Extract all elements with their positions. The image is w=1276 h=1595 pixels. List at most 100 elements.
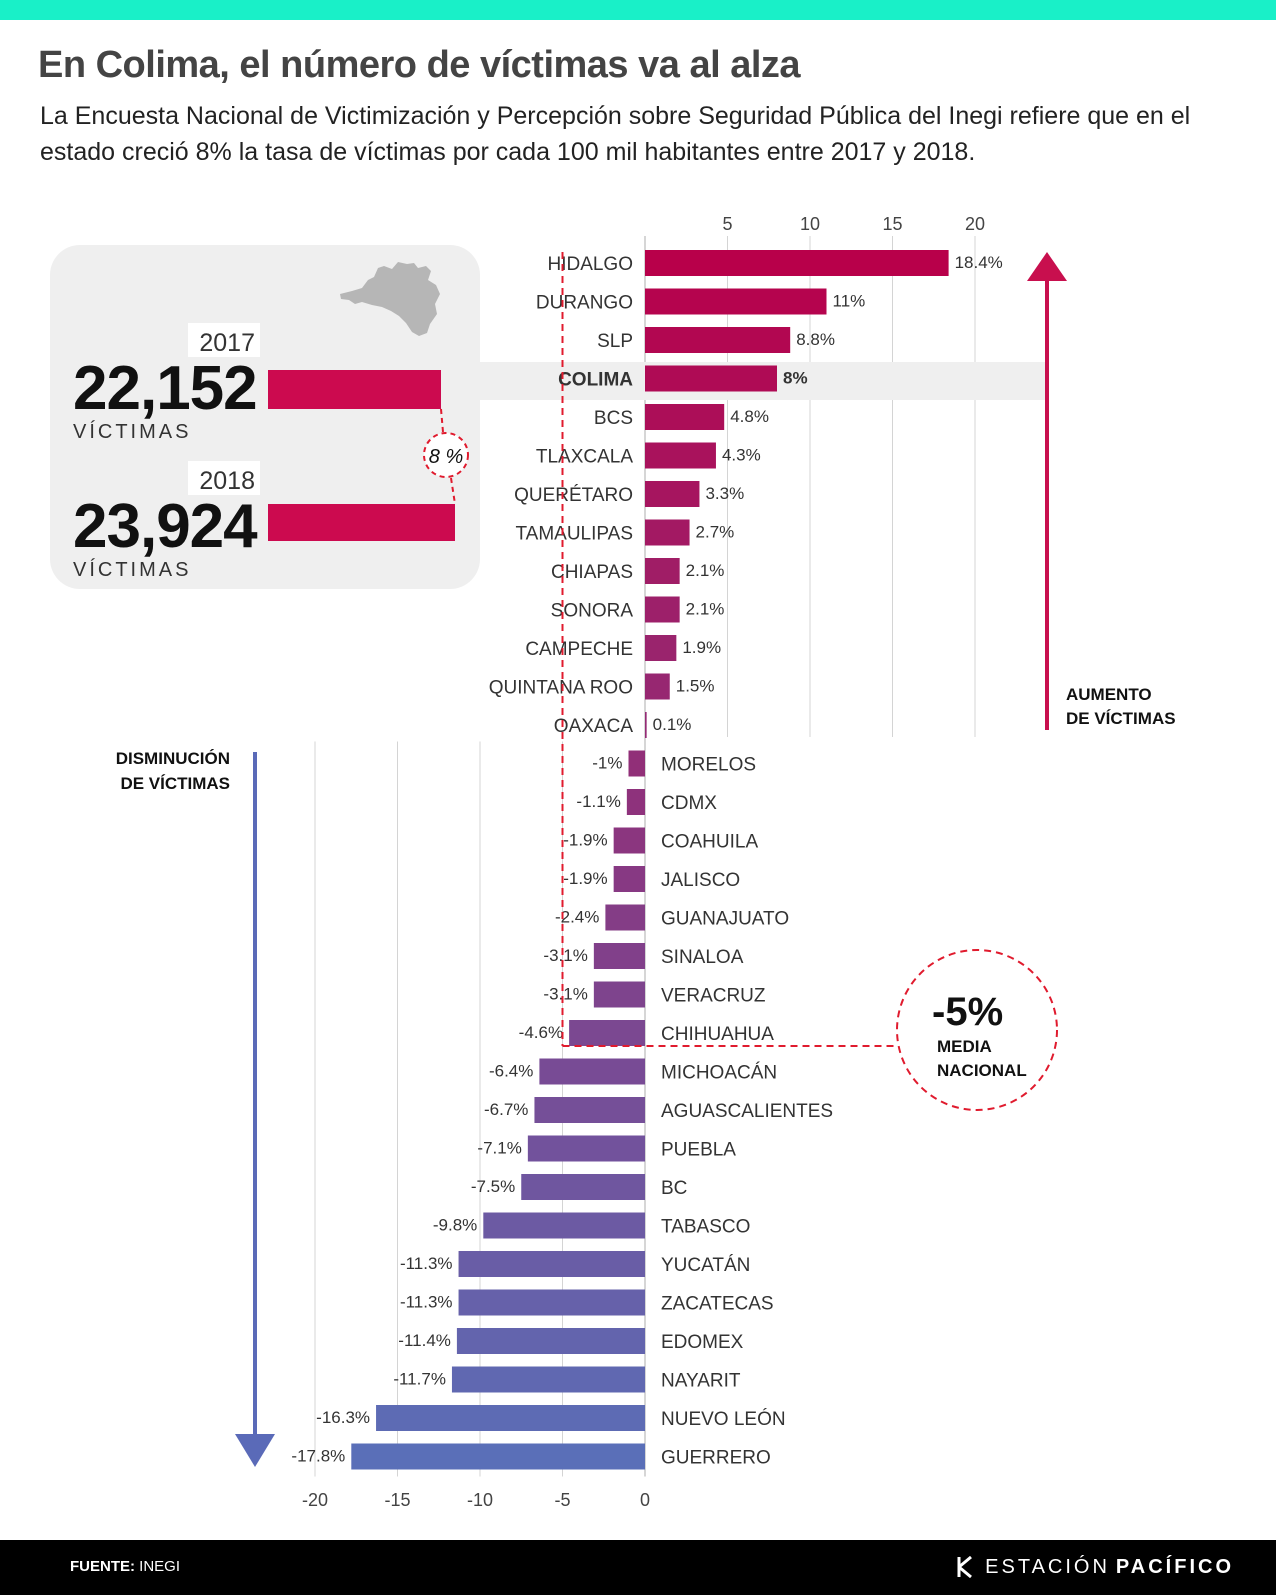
reference-text-line2: NACIONAL	[937, 1061, 1027, 1080]
category-label: AGUASCALIENTES	[661, 1101, 833, 1122]
category-label: TAMAULIPAS	[515, 524, 633, 545]
category-label: CDMX	[661, 793, 717, 814]
top-accent-bar	[0, 0, 1276, 20]
category-label: TLAXCALA	[536, 447, 633, 468]
growth-connector-bottom	[450, 477, 456, 505]
bar	[645, 519, 690, 546]
chart-subtitle: La Encuesta Nacional de Victimización y …	[40, 102, 1191, 166]
brand-mark-icon	[957, 1556, 973, 1578]
top-axis: 5 10 15 20	[722, 214, 985, 234]
bar	[527, 1135, 645, 1162]
value-label: -17.8%	[291, 1447, 345, 1466]
brand-name-bold: PACÍFICO	[1115, 1555, 1234, 1578]
category-label: QUINTANA ROO	[489, 678, 633, 699]
value-label: -11.4%	[398, 1331, 451, 1350]
bar	[451, 1366, 645, 1393]
category-label: SLP	[597, 331, 633, 352]
bar	[645, 635, 677, 661]
bar	[483, 1212, 645, 1239]
value-label: 3.3%	[705, 484, 744, 503]
value-label: -3.1%	[543, 985, 587, 1004]
source-value: INEGI	[139, 1558, 181, 1575]
category-label: CHIAPAS	[551, 562, 633, 583]
category-label: YUCATÁN	[661, 1255, 750, 1276]
increase-arrow-head	[1027, 252, 1067, 281]
growth-label: 8 %	[429, 446, 463, 468]
value-label: -1.9%	[563, 869, 607, 888]
reference-circle	[896, 949, 1058, 1111]
year-2017-box	[188, 323, 260, 357]
bar-chart: 2017 22,152 VÍCTIMAS 2018 23,924 VÍCTIMA…	[50, 214, 1176, 1510]
category-label: MICHOACÁN	[661, 1063, 777, 1084]
chart-title: En Colima, el número de víctimas va al a…	[38, 44, 801, 86]
value-label: 4.8%	[730, 407, 769, 426]
bottom-tick-label: -20	[302, 1490, 328, 1510]
category-label: CHIHUAHUA	[661, 1024, 774, 1045]
category-label: SONORA	[551, 601, 634, 622]
bar	[593, 943, 645, 969]
bar-2017	[268, 370, 441, 409]
value-label: -11.7%	[393, 1370, 446, 1389]
value-label: -1.1%	[576, 792, 620, 811]
year-2017-label: 2017	[199, 329, 255, 357]
value-label: -11.3%	[400, 1254, 453, 1273]
value-label: 2.1%	[686, 600, 725, 619]
category-label: JALISCO	[661, 870, 740, 891]
bar	[645, 365, 777, 392]
bar	[539, 1058, 645, 1085]
top-tick-label: 10	[800, 214, 820, 234]
value-label: -1.9%	[563, 831, 607, 850]
bar	[626, 789, 645, 815]
card-background	[50, 245, 480, 589]
reference-text-line1: MEDIA	[937, 1037, 992, 1056]
bar	[645, 442, 716, 469]
national-average-reference: -5% MEDIA NACIONAL	[561, 252, 1058, 1111]
bar	[645, 596, 680, 623]
category-label: BCS	[594, 408, 633, 429]
bar	[613, 866, 645, 892]
category-label: COAHUILA	[661, 832, 758, 853]
decrease-label-line2: DE VÍCTIMAS	[120, 774, 230, 793]
bar	[456, 1328, 645, 1354]
year-2018-box	[188, 461, 260, 495]
value-2017: 22,152	[73, 354, 257, 423]
decrease-arrow-head	[235, 1434, 275, 1467]
bar	[458, 1289, 645, 1316]
bar	[645, 673, 670, 700]
value-label: -6.7%	[484, 1100, 528, 1119]
value-label: -7.1%	[477, 1139, 521, 1158]
bottom-tick-label: -15	[384, 1490, 410, 1510]
value-label: 2.1%	[686, 561, 725, 580]
source-label: FUENTE:	[70, 1558, 135, 1575]
category-label: DURANGO	[536, 293, 633, 314]
value-label: -6.4%	[489, 1062, 533, 1081]
bars-layer: HIDALGO 18.4%DURANGO 11%SLP 8.8%COLIMA 8%BCS…	[291, 250, 1003, 1470]
reference-value: -5%	[932, 990, 1003, 1034]
value-label: 0.1%	[653, 715, 692, 734]
category-label: EDOMEX	[661, 1332, 744, 1353]
bar	[351, 1443, 645, 1470]
value-2018: 23,924	[73, 492, 258, 561]
value-label: 2.7%	[696, 523, 735, 542]
category-label: VERACRUZ	[661, 986, 766, 1007]
unit-2018: VÍCTIMAS	[73, 558, 191, 581]
category-label: SINALOA	[661, 947, 744, 968]
increase-label-line2: DE VÍCTIMAS	[1066, 709, 1176, 728]
value-label: -4.6%	[519, 1023, 563, 1042]
category-label: OAXACA	[554, 716, 634, 737]
value-label: -11.3%	[400, 1293, 453, 1312]
footer: FUENTE: INEGI ESTACIÓN PACÍFICO	[0, 1540, 1276, 1595]
colima-summary-card: 2017 22,152 VÍCTIMAS 2018 23,924 VÍCTIMA…	[50, 245, 480, 589]
value-label: -2.4%	[555, 908, 599, 927]
bar	[613, 827, 645, 854]
top-tick-label: 15	[882, 214, 902, 234]
bar	[645, 250, 949, 276]
bottom-tick-label: -5	[554, 1490, 570, 1510]
category-label: BC	[661, 1178, 687, 1199]
value-label: -3.1%	[543, 946, 587, 965]
bar	[645, 288, 827, 315]
value-label: -7.5%	[471, 1177, 515, 1196]
bar	[645, 558, 680, 584]
category-label: GUERRERO	[661, 1448, 771, 1469]
category-label: CAMPECHE	[525, 639, 633, 660]
